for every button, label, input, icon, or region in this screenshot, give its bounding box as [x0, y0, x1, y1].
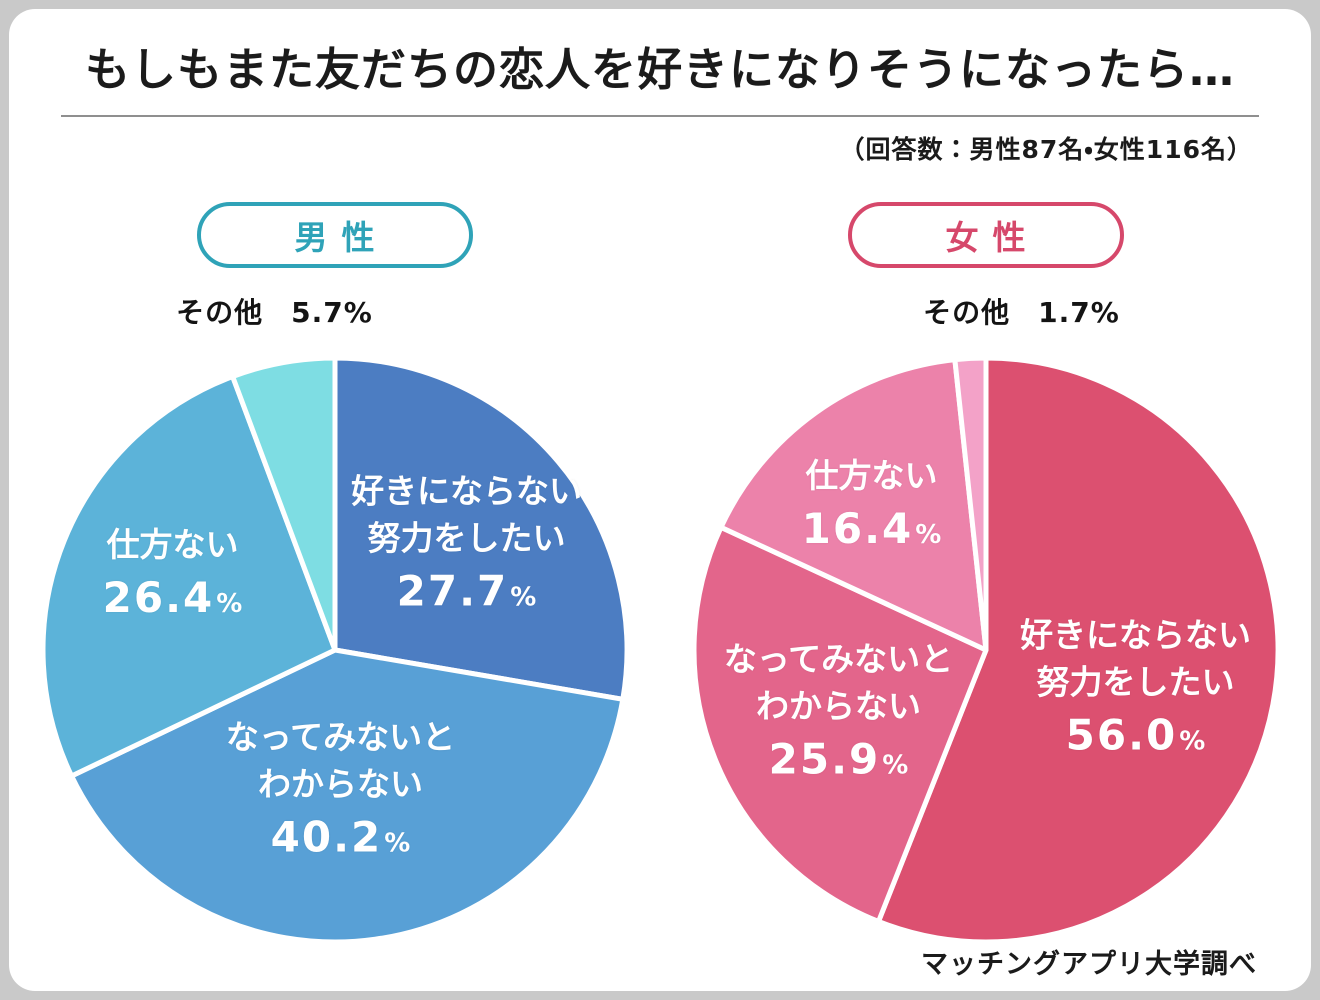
- men-pie-slice-1: [68, 647, 625, 945]
- women-pie-slice-1: [690, 524, 988, 924]
- women-pie-slice-0: [875, 355, 1280, 945]
- men-pie-slice-2: [40, 374, 337, 779]
- slice-value: 27.7%: [396, 566, 537, 616]
- men-pie-chart: 好きにならない 努力をしたい 27.7% なってみないと わからない 40.2% 仕方ない 2…: [35, 296, 635, 950]
- slice-name: 仕方ない: [106, 525, 239, 565]
- slice-name: 仕方ない: [805, 456, 938, 496]
- men-slice-label-1: なってみないと わからない 40.2%: [226, 715, 455, 862]
- source-credit: マッチングアプリ大学調べ: [921, 949, 1257, 980]
- women-outside-label-3: その他 1.7%: [923, 291, 1120, 331]
- women-slice-label-1: なってみないと わからない 25.9%: [724, 637, 953, 784]
- slice-name: なってみないと わからない: [225, 717, 456, 804]
- slice-value: 26.4%: [102, 572, 243, 622]
- header: もしもまた友だちの恋人を好きになりそうになったら… （回答数：男性87名・女性1…: [9, 9, 1311, 166]
- men-slice-label-2: 仕方ない 26.4%: [103, 522, 243, 622]
- women-slice-label-2: 仕方ない 16.4%: [802, 453, 942, 553]
- men-outside-label-3: その他 5.7%: [176, 291, 373, 331]
- men-pie-slice-0: [332, 355, 629, 702]
- slice-name: 好きにならない 努力をしたい: [1020, 615, 1251, 702]
- slice-name: なってみないと わからない: [723, 639, 954, 726]
- other-slice-name: その他: [923, 296, 1011, 329]
- women-slice-label-0: 好きにならない 努力をしたい 56.0%: [1020, 613, 1251, 760]
- men-slice-label-0: 好きにならない 努力をしたい 27.7%: [351, 469, 582, 616]
- women-pie-slice-3: [951, 355, 988, 653]
- slice-name: 好きにならない 努力をしたい: [351, 471, 582, 558]
- charts-row: 男性 好きにならない 努力をしたい 27.7% なってみないと わからない 40.2% 仕方…: [9, 166, 1311, 950]
- other-slice-value: 5.7%: [291, 296, 373, 329]
- women-pie-chart: 好きにならない 努力をしたい 56.0% なってみないと わからない 25.9% 仕方ない 1…: [686, 296, 1286, 950]
- slice-value: 25.9%: [768, 734, 909, 784]
- women-pie-svg: [690, 355, 1280, 945]
- women-legend-label: 女性: [945, 218, 1040, 257]
- women-legend-pill: 女性: [847, 202, 1124, 268]
- slice-value: 16.4%: [801, 503, 942, 553]
- men-legend-label: 男性: [294, 218, 389, 257]
- slice-value: 40.2%: [270, 812, 411, 862]
- men-chart-section: 男性 好きにならない 努力をしたい 27.7% なってみないと わからない 40.2% 仕方…: [9, 166, 660, 950]
- men-pie-slice-3: [229, 355, 337, 653]
- infographic-card: もしもまた友だちの恋人を好きになりそうになったら… （回答数：男性87名・女性1…: [9, 9, 1311, 991]
- men-pie-svg: [40, 355, 629, 945]
- women-chart-section: 女性 好きにならない 努力をしたい 56.0% なってみないと わからない 25.9% 仕方…: [660, 166, 1311, 950]
- other-slice-value: 1.7%: [1038, 296, 1120, 329]
- men-legend-pill: 男性: [196, 202, 473, 268]
- other-slice-name: その他: [176, 296, 264, 329]
- women-pie-slice-2: [718, 357, 988, 653]
- page-title: もしもまた友だちの恋人を好きになりそうになったら…: [84, 43, 1235, 96]
- slice-value: 56.0%: [1065, 710, 1206, 760]
- title-divider: [61, 115, 1259, 117]
- response-count: （回答数：男性87名・女性116名）: [839, 135, 1253, 164]
